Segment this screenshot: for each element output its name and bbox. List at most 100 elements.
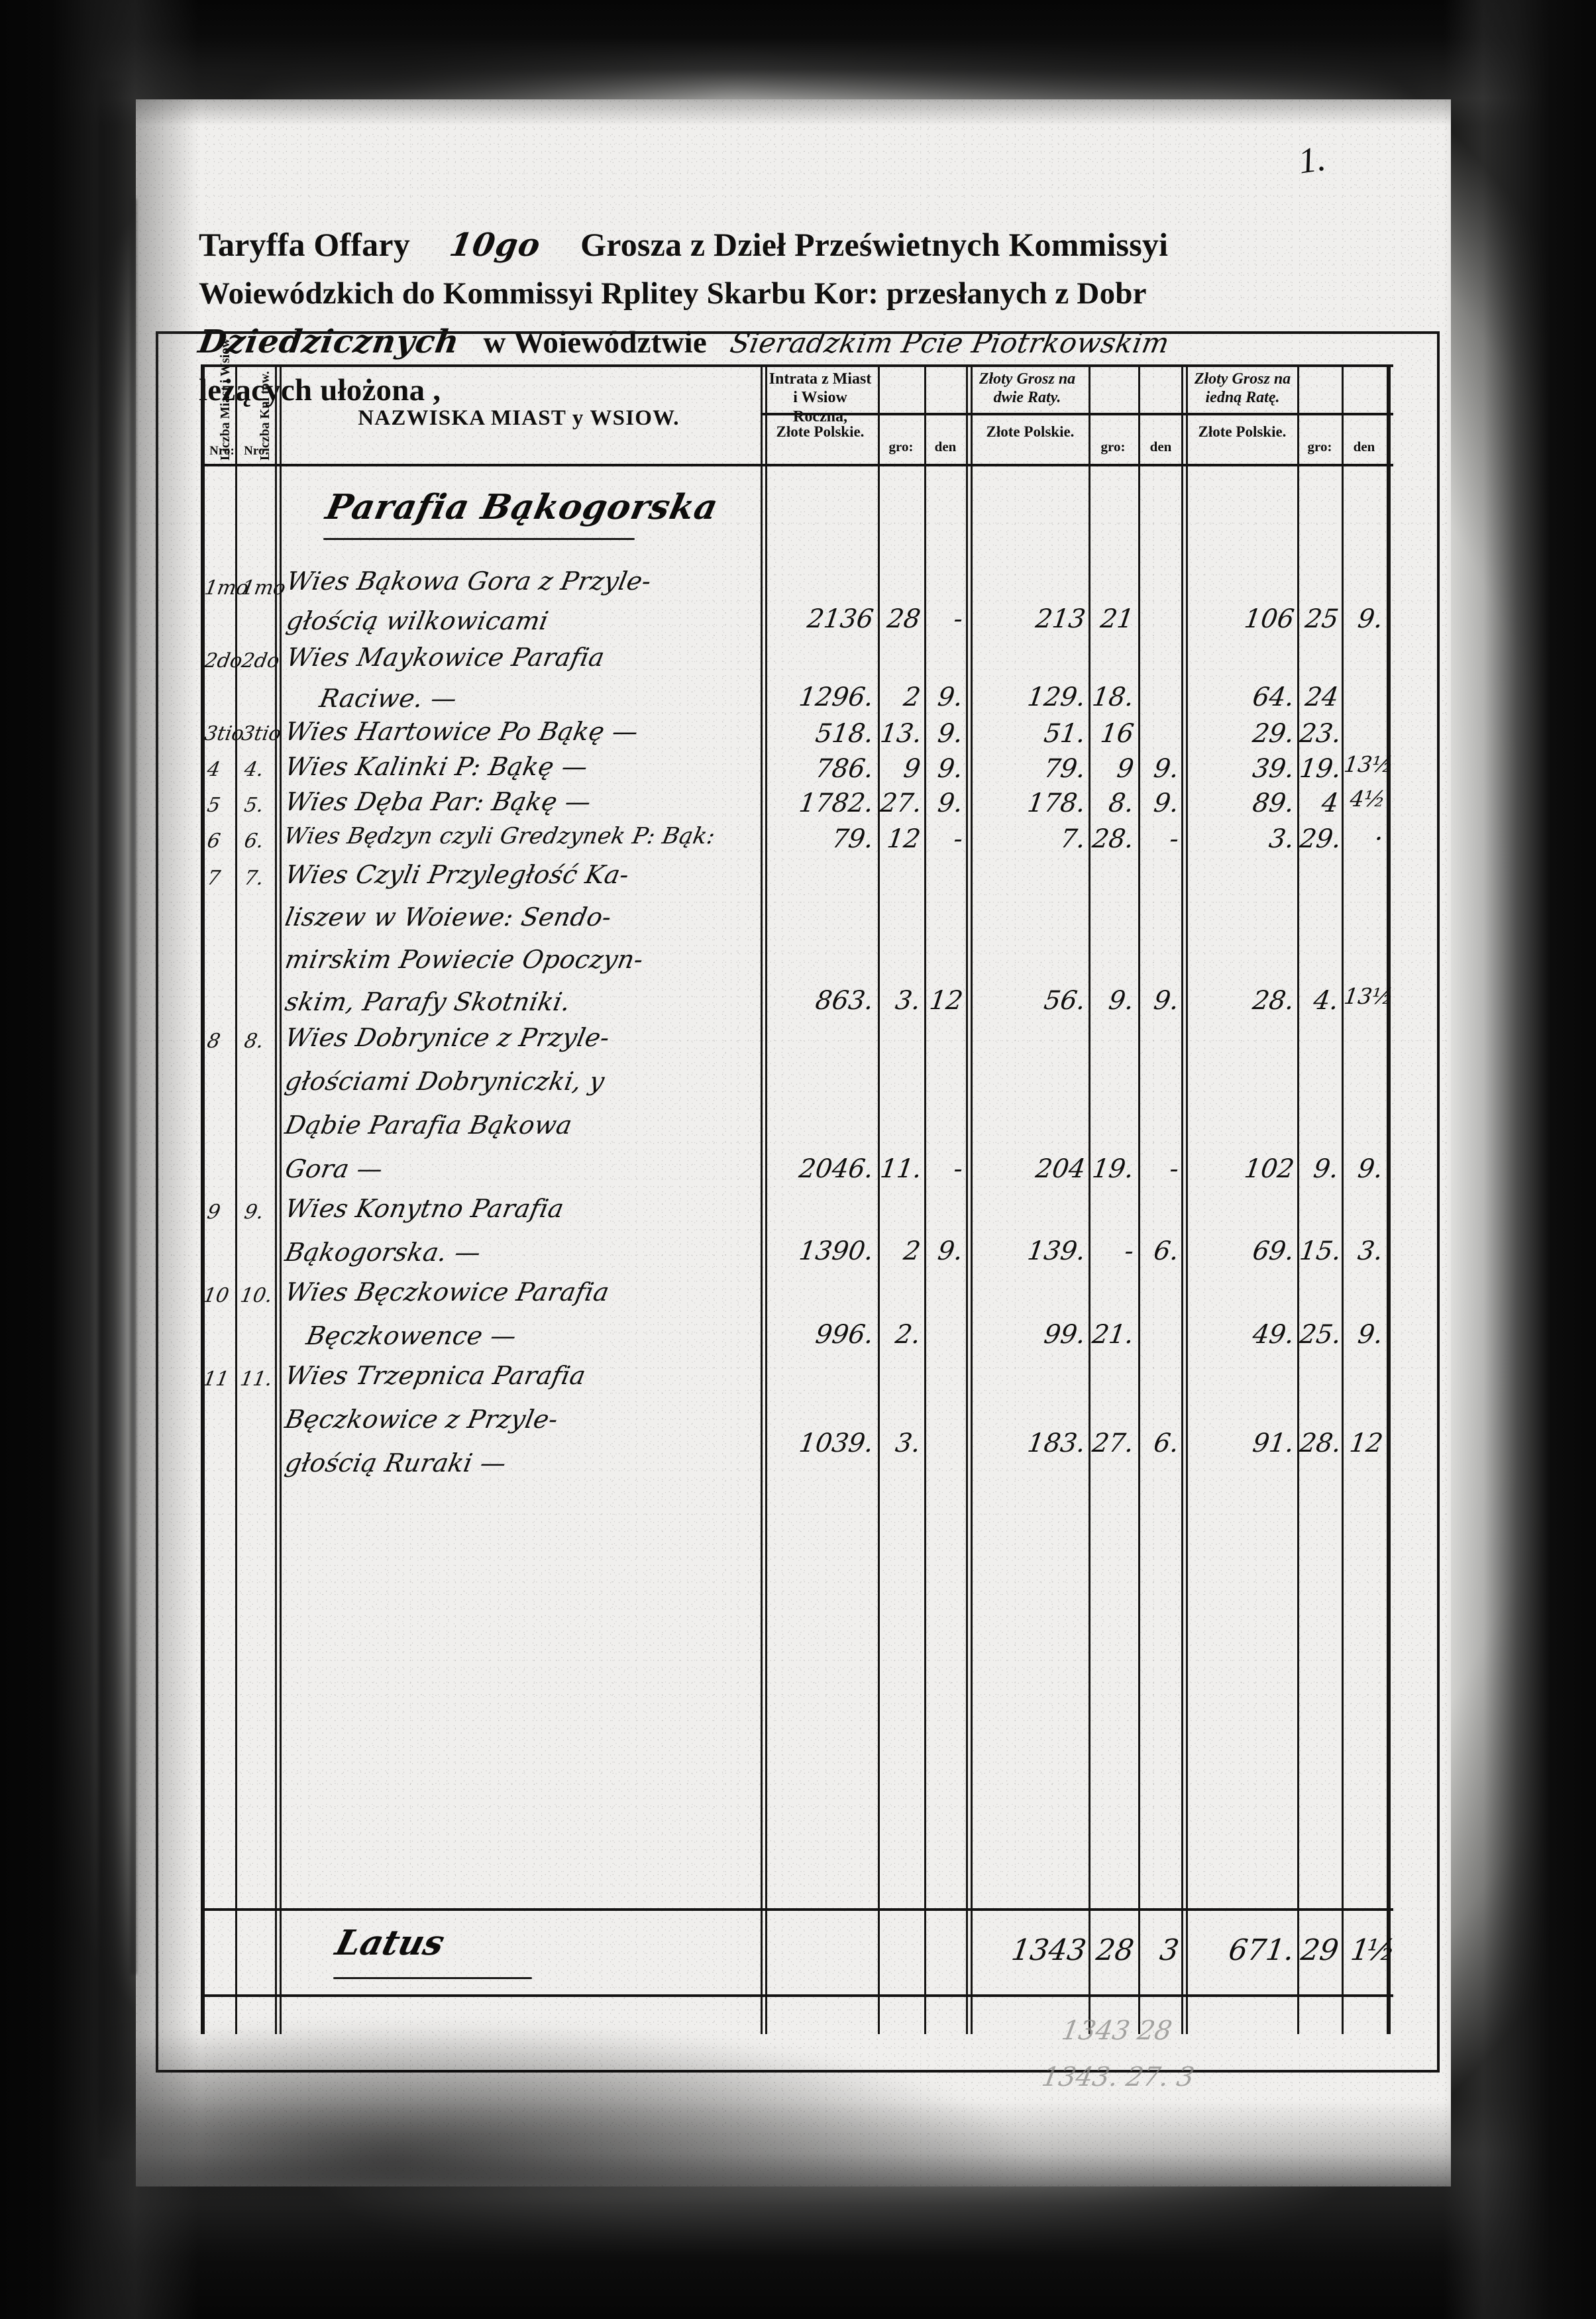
row-10-name-l2: Bęczkowence —	[303, 1321, 519, 1350]
row-8-a-zlote: 2046.	[797, 1154, 876, 1184]
row-8-nr-a: 8	[205, 1030, 223, 1053]
row-5-a-gro: 27.	[878, 788, 924, 818]
row-1-a-zlote: 2136	[805, 604, 876, 634]
group-c-header: Złoty Grosz na iedną Ratę.	[1194, 370, 1291, 407]
row-2-c-zlote: 64.	[1250, 682, 1297, 712]
binding-gutter-line	[130, 199, 136, 1974]
row-3-b-zlote: 51.	[1041, 719, 1088, 749]
row-2-nr-a: 2do	[202, 649, 244, 673]
sub-b-den: den	[1149, 439, 1172, 455]
row-6-nr-a: 6	[205, 830, 223, 853]
row-1-name-l2: głością wilkowicami	[284, 606, 551, 635]
row-2-a-gro: 2	[902, 682, 923, 712]
sub-a-zlote: Złote Polskie.	[776, 423, 865, 440]
row-4-name-l1: Wies Kalinki P: Bąkę —	[282, 752, 591, 781]
row-7-c-zlote: 28.	[1250, 986, 1297, 1016]
row-8-name-l3: Dąbie Parafia Bąkowa	[282, 1110, 575, 1140]
heading-part-woiewodztwie: w Woiewództwie	[483, 325, 707, 360]
row-7-b-den: 9.	[1151, 986, 1181, 1016]
rule-b-group-right	[1181, 364, 1188, 2034]
total-label: Latus	[331, 1923, 449, 1963]
heading-line-3: Dziedzicznych w Woiewództwie Sieradzkim …	[196, 323, 1398, 360]
row-8-b-zlote: 204	[1034, 1154, 1088, 1184]
row-2-b-gro: 18.	[1090, 682, 1136, 712]
row-11-c-den: 12	[1348, 1429, 1385, 1458]
parish-heading-underline	[323, 538, 635, 540]
sub-a-den: den	[934, 439, 957, 455]
total-c-gro: 29	[1299, 1933, 1341, 1967]
row-9-b-gro: -	[1122, 1236, 1136, 1266]
heading-part-lezacych: leżących ułożona ,	[199, 373, 441, 407]
row-6-nr-b: 6.	[242, 830, 266, 853]
row-7-nr-a: 7	[205, 867, 223, 890]
row-5-name-l1: Wies Dęba Par: Bąkę —	[282, 787, 594, 816]
row-4-a-gro: 9	[902, 754, 923, 784]
row-7-b-zlote: 56.	[1041, 986, 1088, 1016]
row-7-name-l1: Wies Czyli Przyległość Ka-	[282, 860, 632, 889]
row-2-a-zlote: 1296.	[797, 682, 876, 712]
row-3-a-zlote: 518.	[813, 719, 876, 749]
pencil-annotation-2: 1343. 27. 3	[1039, 2062, 1197, 2092]
row-11-b-gro: 27.	[1090, 1429, 1136, 1458]
row-3-a-gro: 13.	[878, 719, 924, 749]
row-4-b-gro: 9	[1115, 754, 1136, 784]
rule-a-gro-right	[924, 364, 926, 2034]
row-1-b-gro: 21	[1098, 604, 1136, 634]
row-6-name-l1: Wies Będzyn czyli Gredzynek P: Bąk:	[282, 823, 718, 849]
row-3-b-gro: 16	[1098, 719, 1136, 749]
manuscript-sheet: 1. Taryffa Offary 10go Grosza z Dzieł Pr…	[136, 99, 1451, 2186]
row-6-b-den: -	[1167, 824, 1181, 854]
total-b-den: 3	[1157, 1933, 1181, 1967]
row-6-c-gro: 29.	[1297, 824, 1344, 854]
row-2-c-gro: 24	[1303, 682, 1341, 712]
row-10-b-zlote: 99.	[1041, 1320, 1088, 1350]
rule-names-right	[761, 364, 767, 2034]
rule-right-edge	[1387, 364, 1391, 2034]
parish-heading: Parafia Bąkogorska	[322, 487, 722, 527]
row-4-a-zlote: 786.	[813, 754, 876, 784]
rule-c-gro-right	[1342, 364, 1344, 2034]
row-3-nr-b: 3tio	[239, 722, 283, 745]
total-b-gro: 28	[1094, 1933, 1136, 1967]
row-1-b-zlote: 213	[1034, 604, 1088, 634]
row-1-c-gro: 25	[1303, 604, 1341, 634]
row-9-c-den: 3.	[1356, 1236, 1385, 1266]
group-a-header: Intrata z Miast i Wsiow Roczna,	[769, 370, 872, 425]
row-6-c-zlote: 3.	[1267, 824, 1297, 854]
rule-header-bottom	[201, 464, 1393, 466]
row-7-b-gro: 9.	[1106, 986, 1136, 1016]
row-10-c-gro: 25.	[1297, 1320, 1344, 1350]
row-8-c-gro: 9.	[1311, 1154, 1341, 1184]
row-8-name-l4: Gora —	[282, 1154, 386, 1183]
rule-a-group-right	[966, 364, 973, 2034]
row-9-c-gro: 15.	[1297, 1236, 1344, 1266]
row-7-c-gro: 4.	[1311, 986, 1341, 1016]
group-b-header: Złoty Grosz na dwie Raty.	[979, 370, 1076, 407]
heading-part-taryffa: Taryffa Offary	[199, 226, 410, 263]
row-9-c-zlote: 69.	[1250, 1236, 1297, 1266]
row-7-a-zlote: 863.	[813, 986, 876, 1016]
row-7-name-l3: mirskim Powiecie Opoczyn-	[282, 945, 646, 974]
row-10-b-gro: 21.	[1090, 1320, 1136, 1350]
total-c-fraction: ½	[1364, 1933, 1398, 1967]
row-5-c-gro: 4	[1320, 788, 1341, 818]
heading-part-woiewodzkich: Woiewódzkich do Kommissyi Rplitey Skarbu…	[199, 276, 1147, 311]
rule-b-gro-right	[1138, 364, 1140, 2034]
row-10-c-den: 9.	[1356, 1320, 1385, 1350]
sub-b-gro: gro:	[1100, 439, 1126, 455]
row-9-b-zlote: 139.	[1025, 1236, 1088, 1266]
row-5-a-zlote: 1782.	[797, 788, 876, 818]
row-2-a-den: 9.	[935, 682, 965, 712]
row-2-b-zlote: 129.	[1025, 682, 1088, 712]
row-8-a-gro: 11.	[878, 1154, 924, 1184]
row-5-c-den: 4½	[1348, 786, 1387, 812]
row-6-a-zlote: 79.	[829, 824, 876, 854]
sub-c-gro: gro:	[1307, 439, 1332, 455]
row-11-a-gro: 3.	[893, 1429, 923, 1458]
row-9-name-l1: Wies Konytno Parafia	[282, 1194, 566, 1223]
row-2-name-l2: Raciwe. —	[317, 684, 460, 713]
row-10-nr-a: 10	[201, 1284, 231, 1307]
row-6-b-gro: 28.	[1090, 824, 1136, 854]
rule-a-zl-right	[878, 364, 880, 2034]
row-11-name-l3: głością Ruraki —	[282, 1448, 509, 1478]
